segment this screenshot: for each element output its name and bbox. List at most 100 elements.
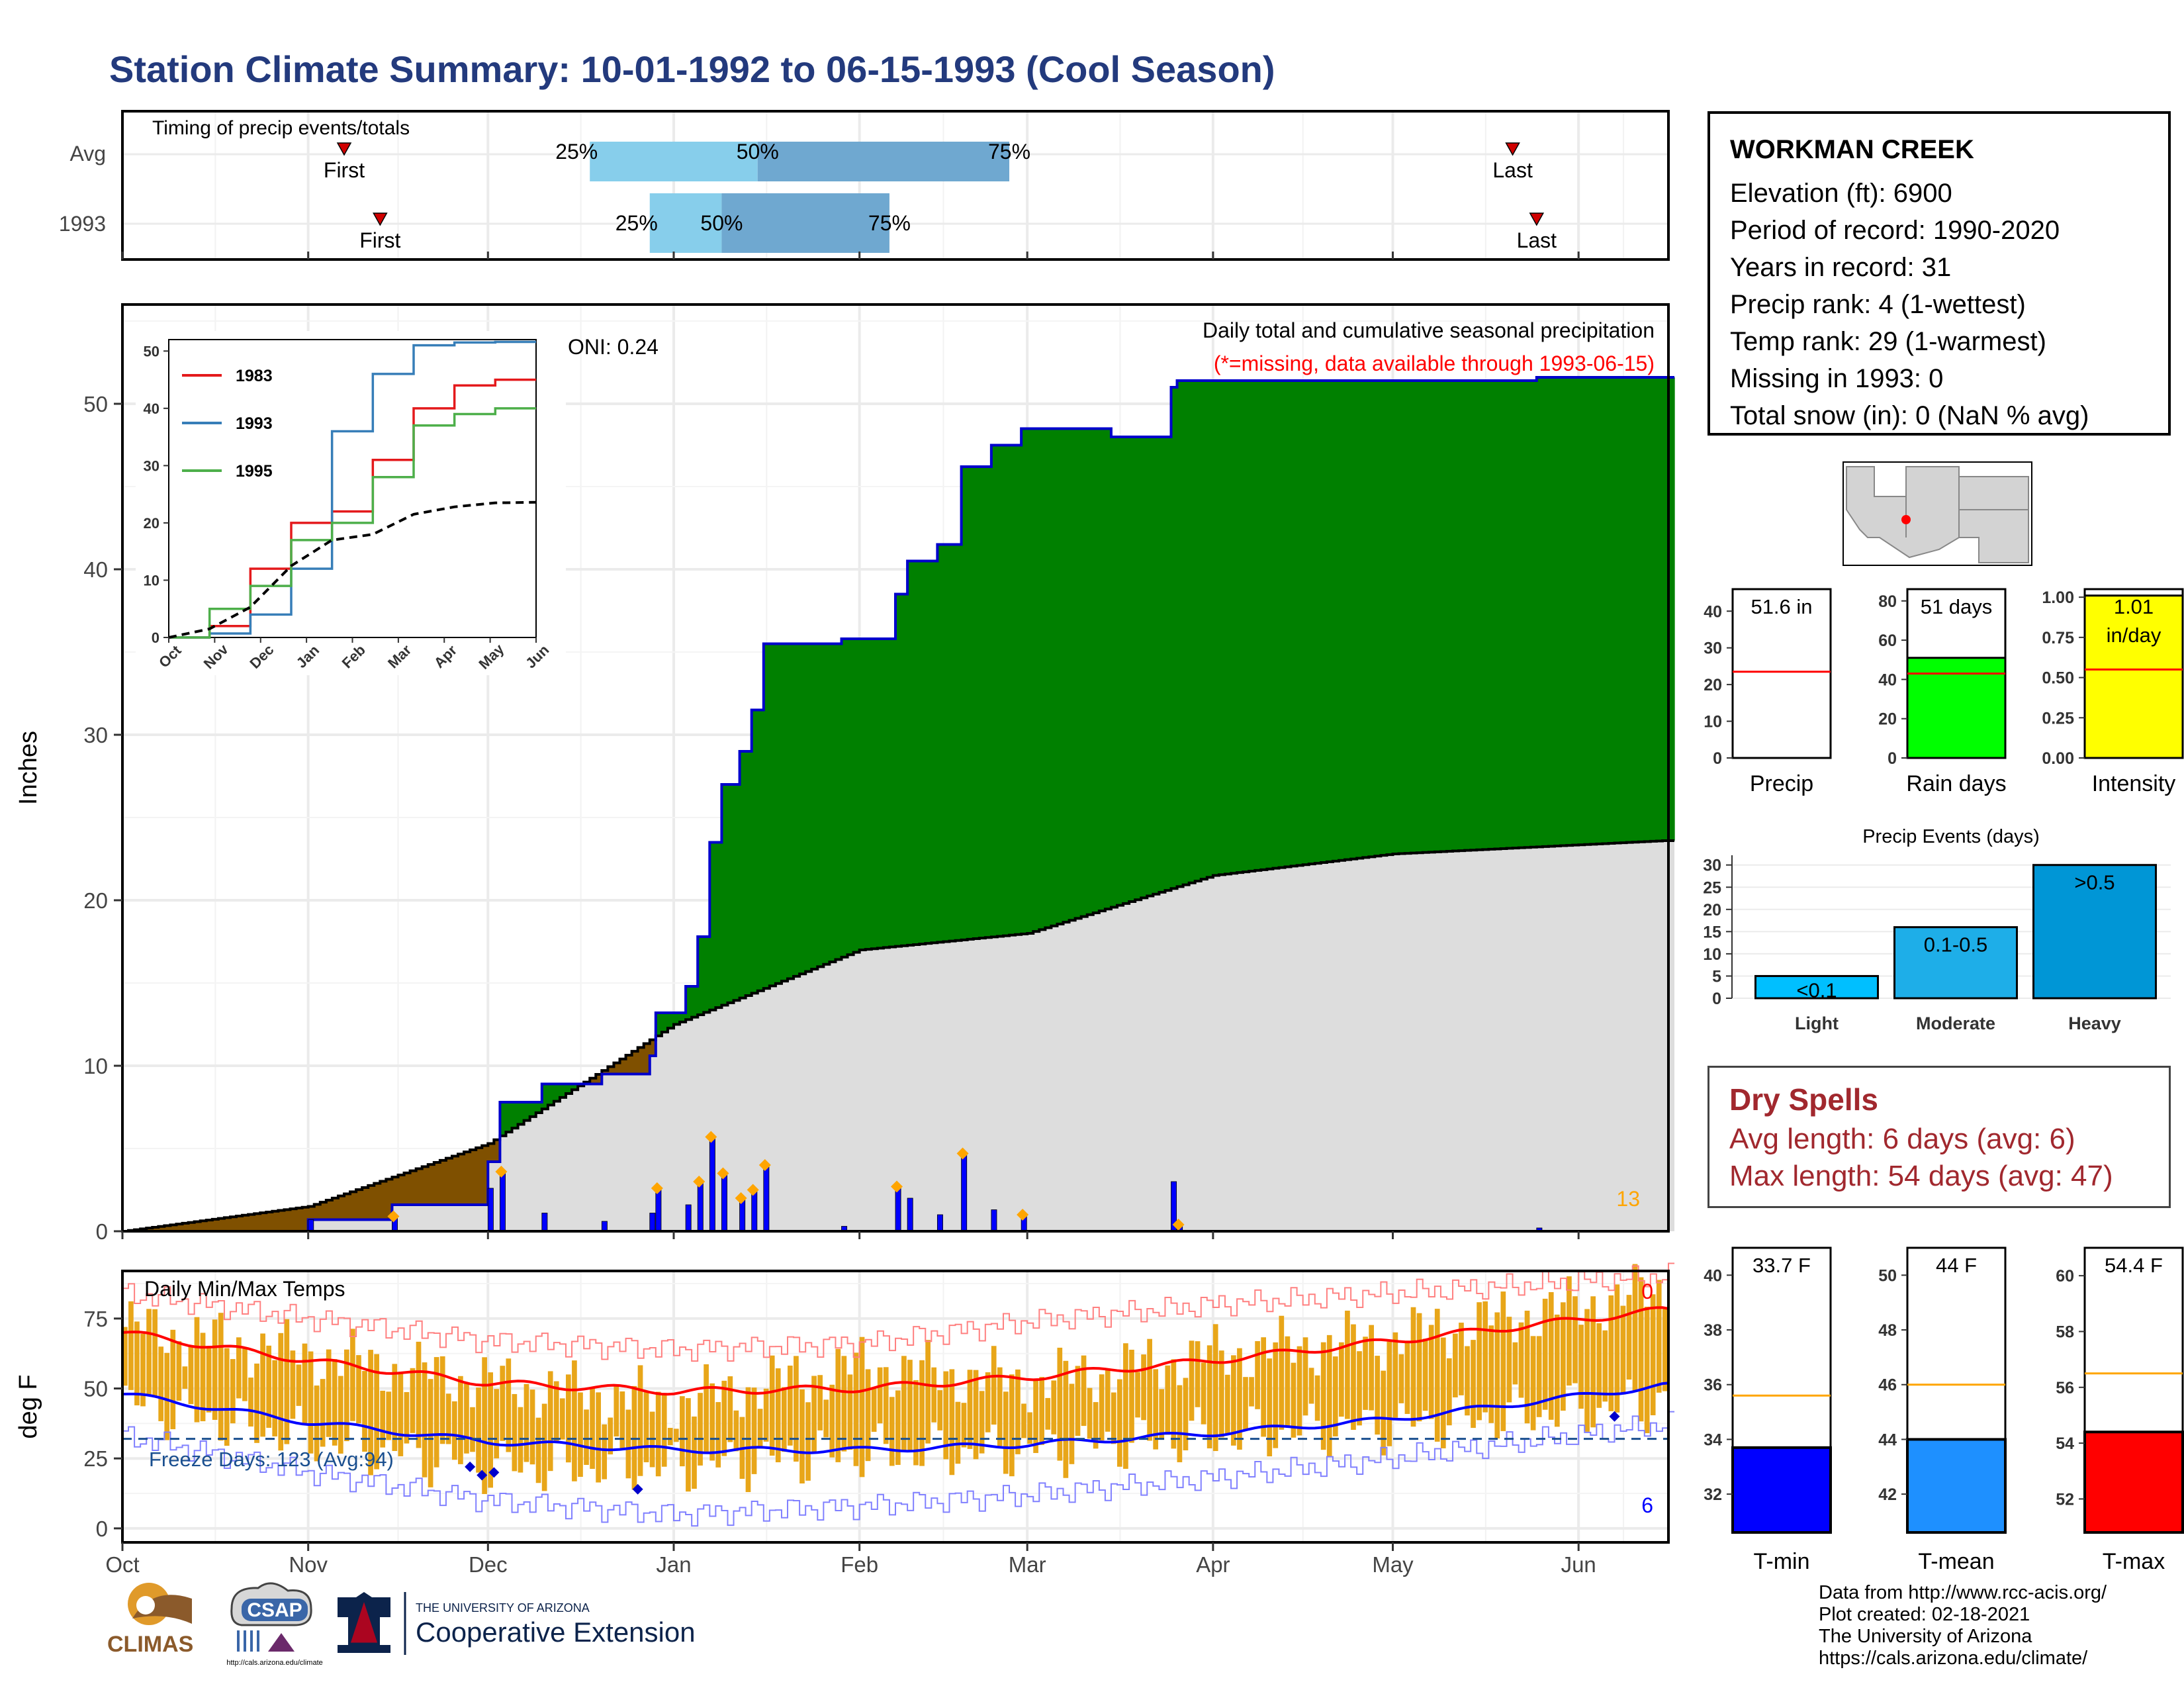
daily-temp-range-bar	[602, 1424, 608, 1479]
daily-temp-range-bar	[907, 1360, 913, 1452]
daily-temp-range-bar	[1440, 1337, 1446, 1448]
daily-temp-range-bar	[1255, 1340, 1260, 1409]
y-tick-label: 20	[83, 888, 108, 913]
daily-temp-range-bar	[386, 1391, 392, 1440]
mini-chart-value: 51.6 in	[1751, 595, 1812, 618]
mini-y-tick-label: 0.50	[2042, 669, 2074, 688]
daily-temp-range-bar	[1243, 1377, 1248, 1430]
daily-temp-range-bar	[865, 1369, 871, 1462]
daily-temp-range-bar	[1554, 1314, 1560, 1427]
daily-temp-range-bar	[1656, 1280, 1662, 1393]
timing-row-label-1993: 1993	[59, 212, 106, 236]
timing-panel-title: Timing of precip events/totals	[152, 117, 410, 139]
daily-temp-range-bar	[242, 1347, 248, 1401]
daily-temp-range-bar	[1387, 1341, 1392, 1446]
temp-mini-label: T-mean	[1918, 1549, 1994, 1574]
daily-temp-range-bar	[404, 1391, 410, 1444]
daily-temp-range-bar	[781, 1387, 787, 1452]
daily-temp-range-bar	[1477, 1302, 1482, 1421]
daily-temp-range-bar	[344, 1349, 349, 1442]
temp-panel-border	[121, 1270, 1670, 1544]
daily-temp-range-bar	[1345, 1310, 1350, 1419]
daily-precip-bar	[961, 1153, 968, 1232]
daily-temp-range-bar	[416, 1341, 422, 1448]
inset-line-1995	[169, 407, 536, 639]
daily-temp-range-bar	[1291, 1362, 1297, 1438]
daily-precip-bar	[751, 1190, 758, 1232]
daily-temp-range-bar	[1105, 1369, 1111, 1432]
daily-temp-range-bar	[1224, 1374, 1230, 1434]
daily-temp-range-bar	[608, 1417, 614, 1455]
precip-y-axis-label: Inches	[15, 731, 42, 805]
daily-temp-range-bar	[1009, 1374, 1015, 1477]
daily-temp-range-bar	[1536, 1336, 1542, 1417]
quartile-bar-lower	[590, 142, 758, 181]
events-chart-title: Precip Events (days)	[1862, 826, 2040, 847]
daily-temp-range-bar	[817, 1375, 823, 1430]
inset-y-tick-label: 20	[144, 515, 159, 532]
daily-temp-range-bar	[1183, 1378, 1189, 1450]
temp-panel: 0 25 50 75 deg F Daily Min/Max Temps Freeze…	[15, 1262, 1675, 1544]
logos: CLIMAS CSAP http://cals.arizona.edu/clim…	[107, 1582, 696, 1667]
y-tick-label: 50	[83, 1377, 108, 1401]
temp-mini-y-tick-label: 32	[1704, 1485, 1722, 1504]
y-tick-label: 0	[96, 1219, 108, 1244]
daily-temp-range-bar	[1279, 1315, 1285, 1430]
temp-mini-value: 44 F	[1936, 1254, 1977, 1277]
daily-temp-range-bar	[254, 1363, 259, 1443]
daily-temp-range-bar	[535, 1417, 541, 1483]
daily-temp-range-bar	[1381, 1370, 1387, 1456]
quartile-bar-upper	[721, 193, 889, 253]
daily-temp-range-bar	[1051, 1380, 1057, 1434]
daily-temp-range-bar	[1135, 1372, 1140, 1418]
daily-precip-bar	[721, 1173, 727, 1232]
y-tick-label: 30	[83, 723, 108, 747]
below-average-area	[128, 1039, 657, 1231]
daily-temp-range-bar	[596, 1392, 601, 1483]
mini-y-tick-label: 1.00	[2042, 588, 2074, 607]
dry-spells-max: Max length: 54 days (avg: 47)	[1729, 1160, 2113, 1192]
daily-temp-range-bar	[1015, 1369, 1021, 1454]
daily-temp-range-bar	[788, 1365, 793, 1446]
daily-temp-range-bar	[566, 1374, 571, 1463]
daily-precip-bar	[500, 1171, 506, 1232]
record-low-marker	[1609, 1411, 1620, 1422]
record-low-marker	[488, 1467, 500, 1478]
quartile-label-75: 75%	[868, 211, 911, 235]
daily-temp-range-bar	[979, 1391, 985, 1454]
ua-logo: THE UNIVERSITY OF ARIZONA Cooperative Ex…	[338, 1592, 696, 1655]
daily-temp-range-bar	[1153, 1369, 1159, 1450]
daily-temp-range-bar	[1326, 1335, 1332, 1457]
x-tick-label: Jan	[656, 1552, 691, 1577]
daily-temp-range-bar	[1548, 1291, 1554, 1420]
station-snow: Total snow (in): 0 (NaN % avg)	[1730, 401, 2089, 430]
daily-temp-range-bar	[619, 1391, 625, 1450]
daily-temp-range-bar	[799, 1389, 805, 1484]
daily-temp-range-bar	[919, 1360, 925, 1466]
temp-panel-title: Daily Min/Max Temps	[144, 1277, 345, 1301]
daily-temp-range-bar	[218, 1313, 224, 1441]
daily-temp-range-bar	[1506, 1317, 1512, 1403]
daily-temp-range-bar	[709, 1383, 715, 1461]
mini-y-tick-label: 60	[1878, 632, 1897, 650]
daily-temp-range-bar	[272, 1360, 278, 1436]
daily-temp-range-bar	[488, 1372, 494, 1488]
observed-cumulative-line	[122, 376, 1675, 1233]
daily-temp-range-bar	[1375, 1356, 1381, 1435]
daily-temp-range-bar	[775, 1368, 781, 1463]
daily-temp-range-bar	[362, 1371, 367, 1452]
daily-temp-range-bar	[1369, 1325, 1374, 1411]
daily-temp-range-bar	[1650, 1294, 1656, 1415]
daily-temp-range-bar	[302, 1343, 308, 1425]
daily-temp-range-bar	[1087, 1387, 1093, 1439]
daily-temp-range-bar	[338, 1376, 343, 1454]
daily-temp-range-bar	[1212, 1324, 1218, 1452]
daily-temp-range-bar	[1602, 1330, 1608, 1402]
mini-y-tick-label: 0	[1888, 749, 1897, 768]
dry-spells-avg: Avg length: 6 days (avg: 6)	[1729, 1123, 2075, 1155]
timing-row-label-avg: Avg	[69, 142, 106, 165]
station-name: WORKMAN CREEK	[1730, 135, 1974, 164]
daily-temp-range-bar	[667, 1428, 673, 1446]
event-marker	[705, 1131, 717, 1143]
daily-temp-range-bar	[458, 1376, 463, 1464]
